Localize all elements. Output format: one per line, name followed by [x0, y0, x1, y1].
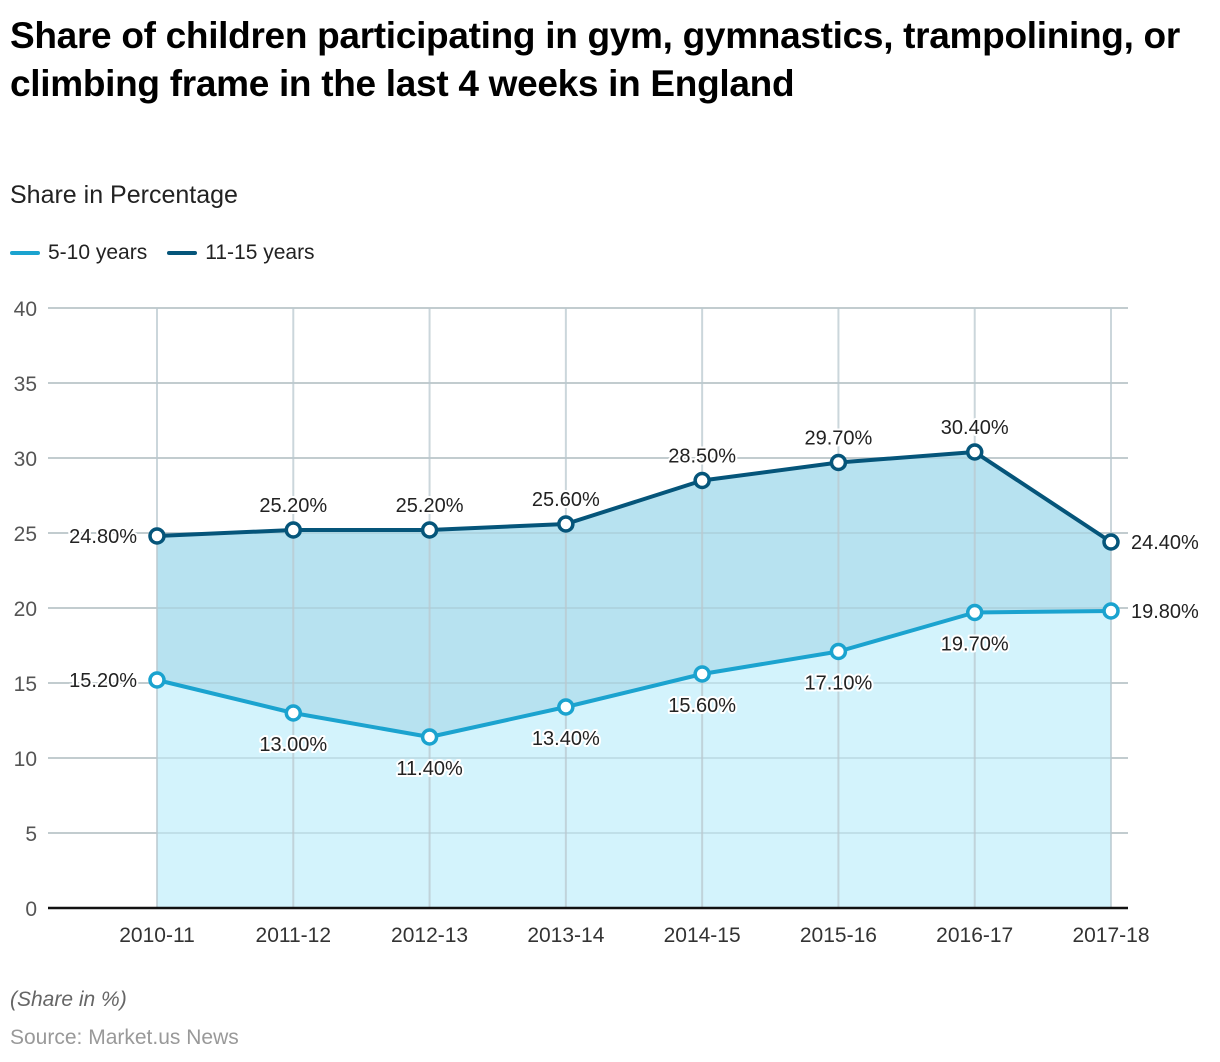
y-tick-label: 35: [14, 373, 37, 396]
data-point: [1102, 602, 1120, 620]
data-label: 24.80%: [69, 526, 137, 548]
legend-label-5-10: 5-10 years: [48, 241, 148, 264]
data-point: [693, 665, 711, 683]
chart-subtitle: Share in Percentage: [10, 181, 238, 209]
series-lines: [156, 450, 1113, 739]
data-point: [829, 642, 848, 661]
data-point: [420, 728, 439, 746]
data-point: [829, 453, 848, 472]
series-line-5-10: [156, 609, 1112, 739]
series-points: [148, 443, 1120, 746]
x-tick-label: 2015-16: [800, 924, 877, 947]
area-5-10-years: [157, 611, 1111, 908]
data-label: 17.10%: [805, 673, 873, 695]
x-tick-label: 2014-15: [664, 924, 741, 947]
legend-item-11-15[interactable]: 11-15 years: [167, 241, 315, 265]
data-point: [965, 603, 984, 622]
data-label: 15.20%: [69, 670, 137, 692]
data-label: 11.40%: [396, 758, 463, 780]
chart-note: (Share in %): [10, 988, 127, 1011]
legend: 5-10 years 11-15 years: [10, 241, 335, 265]
data-labels: 15.20% 13.00% 11.40% 13.40% 15.60% 17.10% 19.7…: [67, 415, 1201, 782]
y-tick-label: 10: [14, 748, 37, 771]
legend-label-11-15: 11-15 years: [205, 241, 315, 264]
data-point: [148, 671, 166, 689]
x-tick-label: 2013-14: [527, 924, 604, 947]
y-tick-label: 5: [25, 823, 37, 846]
legend-item-5-10[interactable]: 5-10 years: [10, 241, 147, 265]
data-label: 30.40%: [941, 417, 1009, 439]
area-11-15-years: [157, 452, 1111, 737]
legend-swatch-5-10: [10, 251, 40, 255]
data-label: 25.20%: [396, 495, 464, 517]
data-point: [148, 527, 166, 545]
y-tick-label: 20: [14, 598, 37, 621]
x-tick-label: 2011-12: [256, 924, 332, 947]
data-point: [965, 443, 984, 461]
data-point: [284, 704, 303, 722]
data-point: [693, 471, 711, 490]
data-point: [557, 515, 575, 533]
chart-source: Source: Market.us News: [10, 1026, 239, 1049]
data-point: [557, 698, 575, 716]
data-label: 13.00%: [259, 734, 327, 756]
data-label: 25.60%: [532, 489, 600, 511]
data-label: 19.80%: [1131, 601, 1199, 623]
data-point: [420, 521, 439, 539]
y-tick-label: 15: [14, 673, 37, 696]
data-label: 25.20%: [259, 495, 327, 517]
y-tick-label: 30: [14, 448, 37, 471]
y-tick-label: 40: [14, 298, 37, 321]
data-label: 29.70%: [805, 428, 873, 450]
tick-labels: 0 5 10 15 20 25 30 35 40 2010-11 2011-12 2012-13 201…: [14, 298, 1150, 947]
series-line-11-15: [156, 450, 1113, 544]
data-label: 15.60%: [668, 695, 736, 717]
data-point: [1102, 533, 1120, 551]
x-tick-label: 2010-11: [119, 924, 195, 947]
x-tick-label: 2012-13: [391, 924, 468, 947]
chart-title: Share of children participating in gym, …: [10, 15, 1180, 104]
y-tick-label: 25: [14, 523, 37, 546]
y-tick-label: 0: [25, 898, 37, 921]
data-label: 24.40%: [1131, 532, 1199, 554]
x-tick-label: 2017-18: [1072, 924, 1149, 947]
areas: [157, 452, 1111, 908]
data-point: [284, 521, 303, 539]
data-label: 19.70%: [941, 634, 1009, 656]
x-tick-label: 2016-17: [936, 924, 1013, 947]
data-label: 28.50%: [668, 446, 736, 468]
data-label: 13.40%: [532, 728, 600, 750]
legend-swatch-11-15: [167, 251, 198, 255]
